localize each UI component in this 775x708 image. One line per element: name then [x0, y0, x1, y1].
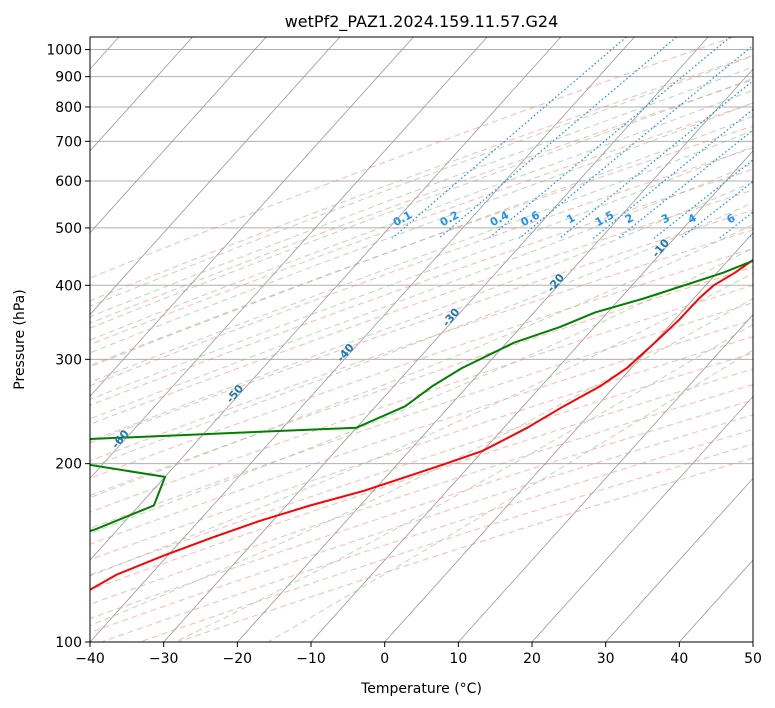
- mixing-ratio-line: [488, 37, 731, 239]
- y-tick-label: 500: [55, 221, 82, 237]
- mixing-ratio-line: [680, 180, 753, 239]
- x-axis-label: Temperature (°C): [360, 681, 482, 697]
- y-tick-label: 400: [55, 278, 82, 294]
- isotherm-line: [90, 37, 414, 398]
- moist-adiabat-line: [90, 102, 753, 354]
- chart-title: wetPf2_PAZ1.2024.159.11.57.G24: [285, 12, 559, 32]
- isotherm-line: [90, 37, 267, 234]
- moist-adiabat-line: [174, 323, 753, 642]
- x-tick-label: 30: [597, 651, 615, 667]
- dry-adiabat-line: [90, 414, 753, 634]
- isotherm-line: [458, 313, 753, 642]
- x-tick-label: 0: [380, 651, 389, 667]
- y-tick-label: 600: [55, 174, 82, 190]
- isotherm-line: [90, 37, 341, 316]
- isotherm-line: [90, 37, 562, 561]
- isotherm-line: [605, 477, 753, 642]
- x-tick-label: −20: [223, 651, 253, 667]
- dry-adiabat-line: [101, 428, 753, 642]
- moist-adiabat-line: [90, 55, 753, 307]
- dry-adiabat-line: [90, 319, 753, 545]
- dewpoint-profile: [90, 259, 753, 533]
- moist-adiabat-line: [90, 181, 753, 442]
- x-tick-label: 40: [670, 651, 688, 667]
- moist-adiabat-line: [90, 89, 753, 341]
- isotherm-line: [531, 395, 753, 642]
- moist-adiabat-line: [90, 247, 753, 535]
- y-tick-label: 900: [55, 70, 82, 86]
- x-tick-label: −30: [149, 651, 179, 667]
- moist-adiabat-line: [90, 77, 753, 329]
- x-tick-label: −10: [296, 651, 326, 667]
- y-tick-label: 200: [55, 457, 82, 473]
- isotherm-line: [90, 37, 193, 152]
- y-tick-label: 1000: [46, 43, 82, 59]
- x-tick-label: 10: [449, 651, 467, 667]
- dry-adiabat-line: [90, 79, 753, 324]
- y-tick-label: 300: [55, 352, 82, 368]
- isotherm-line: [90, 37, 635, 642]
- mixing-ratio-line: [592, 108, 753, 239]
- dry-adiabat-line: [90, 37, 734, 279]
- dry-adiabat-line: [90, 102, 753, 346]
- moist-adiabat-line: [90, 130, 753, 383]
- x-tick-label: −40: [75, 651, 105, 667]
- temperature-profile: [90, 258, 753, 591]
- y-axis-label: Pressure (hPa): [12, 289, 28, 389]
- moist-adiabat-line: [90, 201, 753, 468]
- dry-adiabat-line: [177, 457, 753, 642]
- x-tick-label: 20: [523, 651, 541, 667]
- moist-adiabat-line: [90, 115, 753, 368]
- isotherm-line: [163, 37, 709, 642]
- y-tick-label: 100: [55, 635, 82, 651]
- mixing-ratio-line: [559, 79, 753, 239]
- mixing-ratio-line: [438, 37, 677, 239]
- dry-adiabat-line: [90, 336, 753, 561]
- moist-adiabat-line: [90, 162, 753, 420]
- isotherm-line: [90, 37, 488, 479]
- isotherm-line: [237, 68, 753, 642]
- x-tick-label: 50: [744, 651, 762, 667]
- plot-frame: [89, 36, 754, 643]
- mixing-ratio-line: [518, 44, 753, 239]
- isotherm-line: [310, 150, 753, 642]
- moist-adiabat-line: [90, 66, 753, 318]
- y-tick-label: 800: [55, 100, 82, 116]
- dry-adiabat-line: [90, 125, 753, 367]
- y-tick-label: 700: [55, 134, 82, 150]
